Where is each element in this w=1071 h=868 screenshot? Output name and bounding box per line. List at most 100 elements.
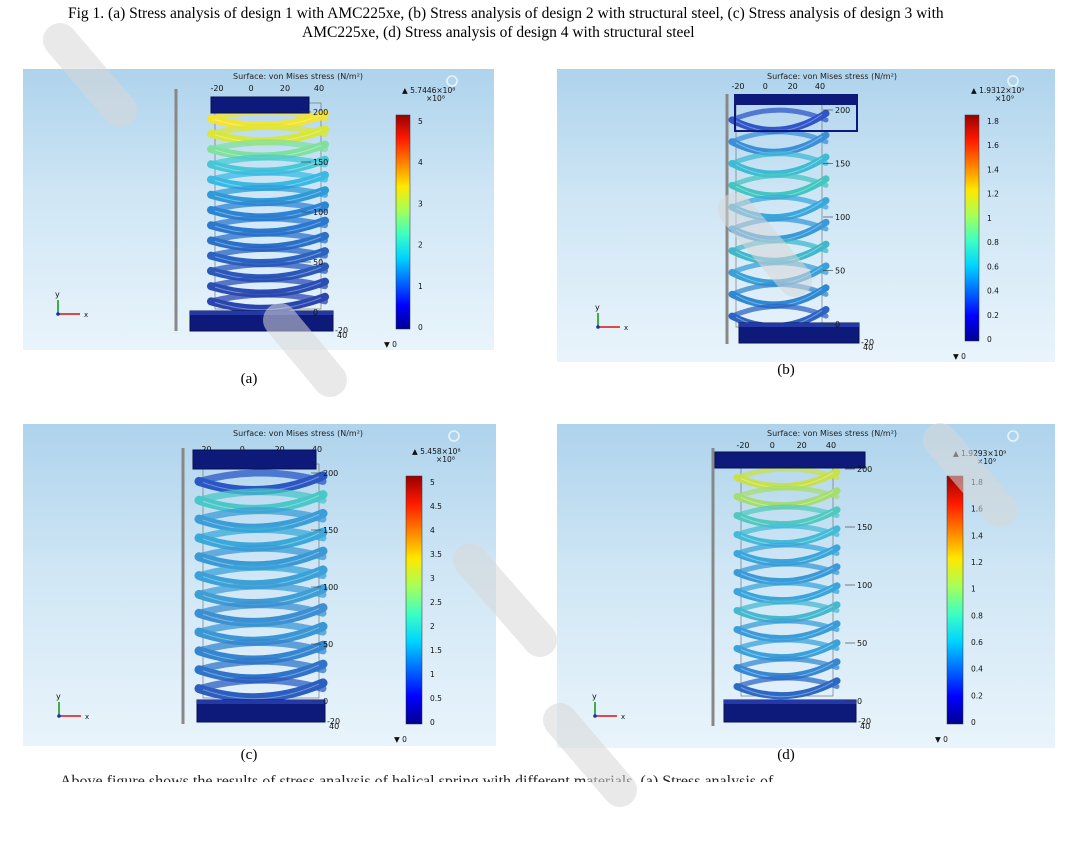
colorbar-tick-label: 0.6 xyxy=(987,262,999,271)
spring-coils xyxy=(728,107,830,331)
top-tick-label: 40 xyxy=(826,441,836,450)
colorbar-tick-label: 1.5 xyxy=(430,646,442,655)
max-stress-value: ▲ 1.9312×10⁹ xyxy=(971,86,1024,95)
y-axis-label: y xyxy=(56,692,61,701)
panel-d-svg: Surface: von Mises stress (N/m²) -20 0 20 40… xyxy=(592,429,1019,744)
colorbar-tick-label: 0 xyxy=(971,718,976,727)
height-tick-label: 50 xyxy=(857,639,867,648)
x-axis-label: x xyxy=(621,713,625,721)
top-plate xyxy=(714,451,866,469)
min-stress-value: ▼ 0 xyxy=(935,735,948,744)
figure-caption-line-2: AMC225xe, (d) Stress analysis of design … xyxy=(302,24,695,41)
y-axis-label: y xyxy=(592,692,597,701)
software-logo-icon xyxy=(1007,75,1019,87)
colorbar-tick-label: 1 xyxy=(987,214,992,223)
min-stress-value: ▼ 0 xyxy=(394,735,407,744)
colorbar-tick-label: 0 xyxy=(987,335,992,344)
colorbar-tick-label: 3.5 xyxy=(430,550,442,559)
plot-title: Surface: von Mises stress (N/m²) xyxy=(767,72,897,81)
colorbar-tick-label: 4 xyxy=(418,158,423,167)
height-tick-label: 0 xyxy=(323,697,328,706)
colorbar-tick-label: 4.5 xyxy=(430,502,442,511)
depth-tick-label: 40 xyxy=(337,331,347,340)
panel-b-svg: Surface: von Mises stress (N/m²) -20 0 20 40… xyxy=(595,72,1024,361)
colorbar-tick-label: 0.4 xyxy=(971,665,983,674)
colorbar-tick-label: 1.6 xyxy=(971,505,983,514)
colorbar-tick-label: 1 xyxy=(418,282,423,291)
stress-multiplier: ×10⁹ xyxy=(977,457,996,466)
x-axis-label: x xyxy=(85,713,89,721)
y-axis-label: y xyxy=(595,303,600,312)
colorbar-tick-label: 1 xyxy=(430,670,435,679)
coil-front-segment xyxy=(194,678,328,703)
top-tick-label: 0 xyxy=(770,441,775,450)
colorbar-tick-label: 0.2 xyxy=(971,691,983,700)
max-stress-value: ▲ 5.7446×10⁸ xyxy=(402,86,455,95)
base-plate-top-face xyxy=(724,700,856,704)
software-logo-icon xyxy=(448,430,460,442)
colorbar-tick-label: 0.8 xyxy=(987,238,999,247)
top-plate xyxy=(210,96,310,114)
height-tick-label: 150 xyxy=(323,526,338,535)
y-axis-label: y xyxy=(55,290,60,299)
height-tick-label: 50 xyxy=(313,258,323,267)
colorbar-tick-label: 0.4 xyxy=(987,287,999,296)
height-tick-label: 100 xyxy=(323,583,338,592)
colorbar-tick-label: 0 xyxy=(430,718,435,727)
colorbar xyxy=(395,114,411,330)
colorbar-tick-label: 2 xyxy=(418,241,423,250)
height-tick-label: 50 xyxy=(323,640,333,649)
height-tick-label: 0 xyxy=(857,697,862,706)
colorbar-tick-label: 4 xyxy=(430,526,435,535)
colorbar-tick-label: 3 xyxy=(430,574,435,583)
top-plate-slab xyxy=(735,95,857,105)
depth-tick-label: -20 xyxy=(858,717,871,726)
panel-a-stress-plot: Surface: von Mises stress (N/m²) -20 0 20 40… xyxy=(23,69,494,350)
panel-label-c: (c) xyxy=(240,747,258,763)
colorbar-tick-label: 1.4 xyxy=(971,531,983,540)
height-tick-label: 100 xyxy=(313,208,328,217)
colorbar xyxy=(405,475,423,725)
top-tick-label: 0 xyxy=(248,84,253,93)
top-plate-outline xyxy=(734,94,858,132)
top-tick-label: 0 xyxy=(763,82,768,91)
top-tick-label: 20 xyxy=(788,82,798,91)
top-plate xyxy=(192,449,317,470)
colorbar-tick-label: 1.8 xyxy=(987,117,999,126)
z-axis-dot xyxy=(596,325,600,329)
panel-label-a: (a) xyxy=(240,371,258,387)
plot-title: Surface: von Mises stress (N/m²) xyxy=(767,429,897,438)
top-tick-label: -20 xyxy=(736,441,749,450)
stress-multiplier: ×10⁸ xyxy=(426,94,445,103)
z-axis-dot xyxy=(57,714,61,718)
colorbar-tick-label: 0.2 xyxy=(987,311,999,320)
colorbar-tick-label: 1 xyxy=(971,585,976,594)
top-tick-label: 40 xyxy=(312,445,322,454)
base-plate-top-face xyxy=(739,323,859,327)
colorbar-tick-label: 1.6 xyxy=(987,141,999,150)
depth-tick-label: 40 xyxy=(329,722,339,731)
colorbar-tick-label: 1.2 xyxy=(987,190,999,199)
top-tick-label: 40 xyxy=(314,84,324,93)
spring-coils xyxy=(194,469,328,703)
colorbar xyxy=(964,114,980,342)
max-stress-value: ▲ 5.458×10⁸ xyxy=(412,447,460,456)
plot-title: Surface: von Mises stress (N/m²) xyxy=(233,72,363,81)
colorbar-tick-label: 0.6 xyxy=(971,638,983,647)
base-plate-top-face xyxy=(197,700,325,704)
top-tick-label: 40 xyxy=(815,82,825,91)
depth-tick-label: 40 xyxy=(860,722,870,731)
colorbar-tick-label: 1.4 xyxy=(987,165,999,174)
height-tick-label: 150 xyxy=(313,158,328,167)
top-tick-label: 20 xyxy=(280,84,290,93)
stress-multiplier: ×10⁸ xyxy=(436,455,455,464)
colorbar-tick-label: 3 xyxy=(418,199,423,208)
colorbar-tick-label: 5 xyxy=(418,117,423,126)
height-tick-label: 100 xyxy=(857,581,872,590)
height-tick-label: 0 xyxy=(313,308,318,317)
colorbar-tick-label: 1.8 xyxy=(971,478,983,487)
depth-tick-label: -20 xyxy=(861,338,874,347)
top-tick-label: -20 xyxy=(210,84,223,93)
height-tick-label: 50 xyxy=(835,267,845,276)
spring-coils xyxy=(207,108,329,313)
